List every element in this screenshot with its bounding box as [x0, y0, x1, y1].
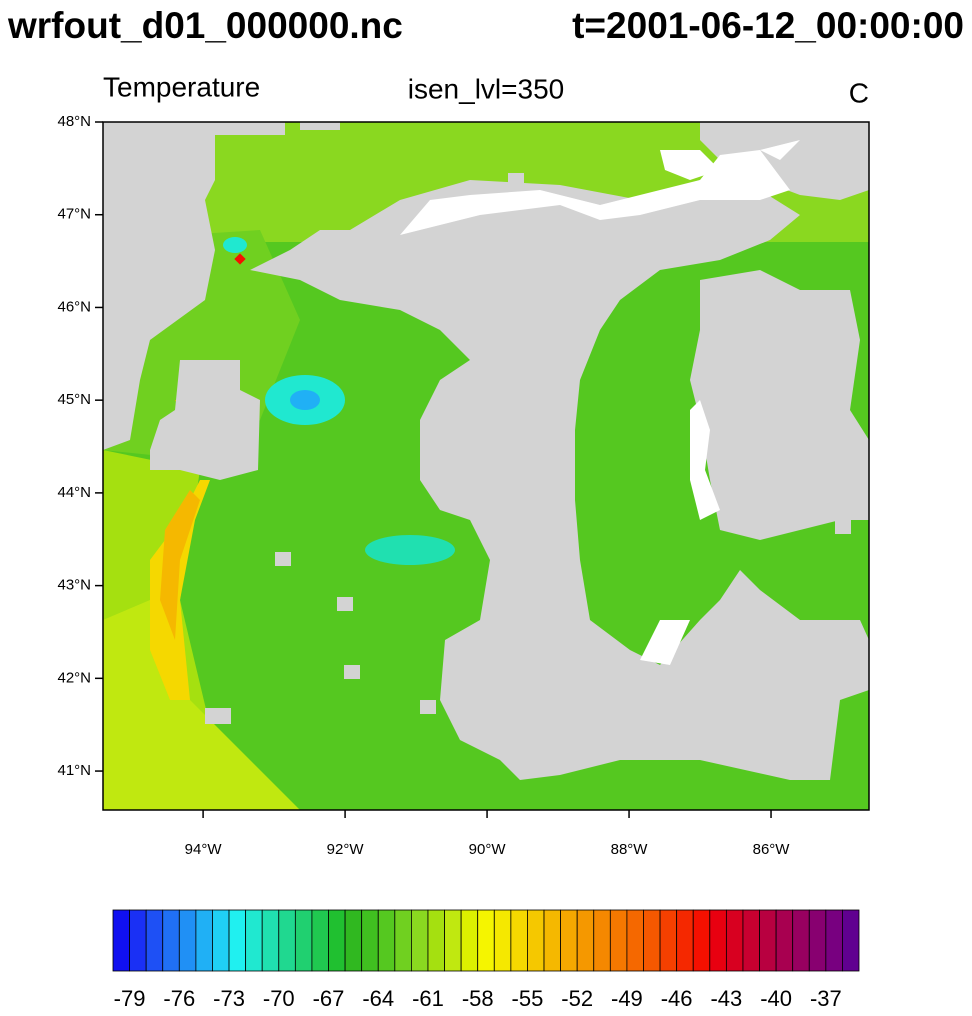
colorbar-label: -67	[313, 986, 345, 1011]
y-tick-label: 43°N	[57, 577, 91, 594]
colorbar-label: -46	[661, 986, 693, 1011]
colorbar-box	[742, 909, 760, 972]
colorbar-box	[178, 909, 197, 972]
colorbar-box	[825, 909, 843, 972]
colorbar-box	[410, 909, 429, 972]
y-tick-label: 44°N	[57, 484, 91, 501]
colorbar-box	[510, 909, 528, 972]
y-tick-label: 47°N	[57, 206, 91, 223]
colorbar-box	[676, 909, 694, 972]
center-string: isen_lvl=350	[408, 73, 564, 104]
colorbar-box	[162, 909, 180, 972]
y-tick-label: 48°N	[57, 113, 91, 130]
colorbar-box	[294, 909, 313, 972]
colorbar-label: -58	[462, 986, 494, 1011]
colorbar-box	[725, 909, 744, 972]
colorbar-box	[361, 909, 379, 972]
colorbar-box	[444, 909, 462, 972]
colorbar-label: -43	[710, 986, 742, 1011]
y-tick-label: 45°N	[57, 391, 91, 408]
colorbar-box	[228, 909, 247, 972]
colorbar-label: -49	[611, 986, 643, 1011]
colorbar-box	[212, 909, 230, 972]
x-tick-label: 86°W	[753, 841, 791, 858]
colorbar-box	[626, 909, 644, 972]
colorbar-box	[842, 909, 860, 972]
colorbar-label: -55	[512, 986, 544, 1011]
colorbar-box	[112, 909, 130, 972]
title-time: t=2001-06-12_00:00:00	[572, 5, 964, 46]
colorbar-box	[460, 909, 479, 972]
colorbar-box	[659, 909, 678, 972]
colorbar-box	[377, 909, 396, 972]
colorbar-box	[543, 909, 561, 972]
colorbar-box	[145, 909, 164, 972]
colorbar-label: -52	[561, 986, 593, 1011]
colorbar-label: -76	[163, 986, 195, 1011]
colorbar-box	[709, 909, 727, 972]
colorbar-label: -40	[760, 986, 792, 1011]
colorbar-label: -73	[213, 986, 245, 1011]
map-field	[103, 122, 869, 810]
colorbar-box	[278, 909, 296, 972]
colorbar-label: -79	[114, 986, 146, 1011]
x-tick-label: 90°W	[469, 841, 507, 858]
colorbar-box	[477, 909, 495, 972]
colorbar-box	[609, 909, 628, 972]
colorbar-box	[593, 909, 611, 972]
colorbar-box	[692, 909, 711, 972]
colorbar-box	[245, 909, 263, 972]
colorbar-label: -70	[263, 986, 295, 1011]
colorbar-label: -61	[412, 986, 444, 1011]
colorbar-box	[129, 909, 147, 972]
colorbar-box	[394, 909, 412, 972]
colorbar-box	[643, 909, 661, 972]
y-tick-label: 41°N	[57, 762, 91, 779]
colorbar-box	[759, 909, 777, 972]
colorbar-box	[328, 909, 346, 972]
colorbar-label: -64	[362, 986, 394, 1011]
left-string: Temperature	[103, 71, 260, 102]
y-tick-label: 42°N	[57, 669, 91, 686]
colorbar-box	[792, 909, 810, 972]
x-tick-label: 94°W	[185, 841, 223, 858]
plot-frame	[102, 121, 870, 811]
colorbar-box	[808, 909, 827, 972]
colorbar-box	[311, 909, 329, 972]
colorbar-box	[560, 909, 578, 972]
y-tick-label: 46°N	[57, 298, 91, 315]
colorbar-box	[527, 909, 545, 972]
x-tick-label: 88°W	[611, 841, 649, 858]
title-file: wrfout_d01_000000.nc	[7, 5, 403, 46]
colorbar-box	[261, 909, 280, 972]
colorbar-box	[195, 909, 213, 972]
colorbar-box	[775, 909, 794, 972]
colorbar-box	[493, 909, 512, 972]
colorbar-box	[344, 909, 363, 972]
colorbar-box	[576, 909, 595, 972]
x-tick-label: 92°W	[327, 841, 365, 858]
colorbar-box	[427, 909, 445, 972]
right-string: C	[849, 77, 869, 108]
colorbar-label: -37	[810, 986, 842, 1011]
